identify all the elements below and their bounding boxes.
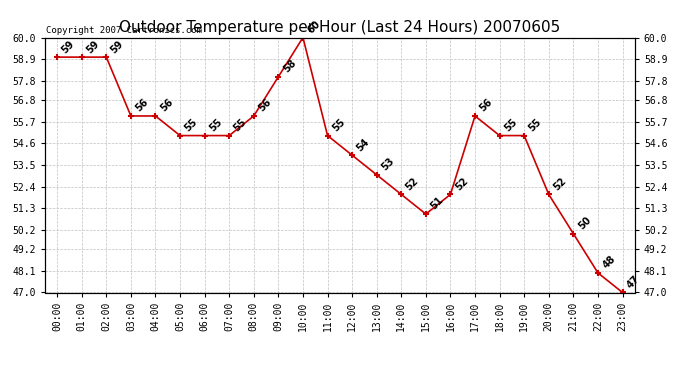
Text: 54: 54 xyxy=(355,136,371,153)
Text: 55: 55 xyxy=(527,117,544,134)
Text: 47: 47 xyxy=(625,274,642,290)
Text: 60: 60 xyxy=(306,19,322,35)
Text: 59: 59 xyxy=(60,38,77,55)
Text: 52: 52 xyxy=(453,176,470,192)
Text: 55: 55 xyxy=(502,117,519,134)
Text: 58: 58 xyxy=(281,58,298,75)
Text: 56: 56 xyxy=(477,97,495,114)
Text: 55: 55 xyxy=(331,117,347,134)
Text: 59: 59 xyxy=(84,38,101,55)
Title: Outdoor Temperature per Hour (Last 24 Hours) 20070605: Outdoor Temperature per Hour (Last 24 Ho… xyxy=(119,20,560,35)
Text: 56: 56 xyxy=(257,97,273,114)
Text: 50: 50 xyxy=(576,215,593,231)
Text: 53: 53 xyxy=(380,156,396,172)
Text: 59: 59 xyxy=(109,38,126,55)
Text: 48: 48 xyxy=(601,254,618,271)
Text: 52: 52 xyxy=(404,176,421,192)
Text: 51: 51 xyxy=(428,195,445,212)
Text: 55: 55 xyxy=(232,117,248,134)
Text: 56: 56 xyxy=(158,97,175,114)
Text: 56: 56 xyxy=(134,97,150,114)
Text: 55: 55 xyxy=(183,117,199,134)
Text: 55: 55 xyxy=(208,117,224,134)
Text: Copyright 2007 Cartronics.com: Copyright 2007 Cartronics.com xyxy=(46,26,202,35)
Text: 52: 52 xyxy=(551,176,568,192)
